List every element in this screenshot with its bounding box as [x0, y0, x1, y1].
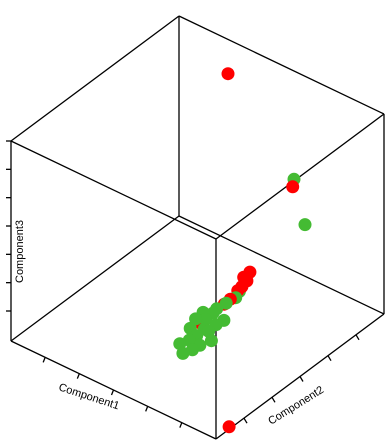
data-point [221, 67, 235, 81]
data-point [176, 346, 190, 360]
data-point [298, 218, 312, 232]
x-tick [145, 406, 149, 412]
box-edge [10, 215, 180, 342]
box-edge [178, 15, 385, 115]
box-edge [178, 215, 385, 315]
z-axis-label: Component3 [14, 220, 26, 283]
box-edge [10, 140, 217, 240]
axes-box [10, 15, 385, 440]
y-tick [299, 376, 304, 382]
x-tick [179, 422, 183, 428]
x-tick [42, 357, 46, 363]
data-points [173, 67, 312, 434]
axis-ticks [6, 140, 360, 428]
box-edge [10, 15, 180, 142]
data-point [219, 296, 233, 310]
y-tick [271, 396, 276, 403]
x-tick [76, 373, 80, 379]
y-tick [355, 334, 360, 341]
data-point [204, 334, 218, 348]
data-point [199, 313, 212, 327]
data-point [286, 180, 300, 194]
data-point [222, 420, 236, 434]
y-axis-label: Component2 [266, 384, 326, 428]
y-tick [327, 355, 332, 362]
x-tick [110, 389, 115, 396]
y-tick [243, 417, 248, 424]
data-point [189, 312, 203, 326]
x-axis-label: Component1 [57, 381, 121, 412]
box-edge [215, 113, 385, 240]
